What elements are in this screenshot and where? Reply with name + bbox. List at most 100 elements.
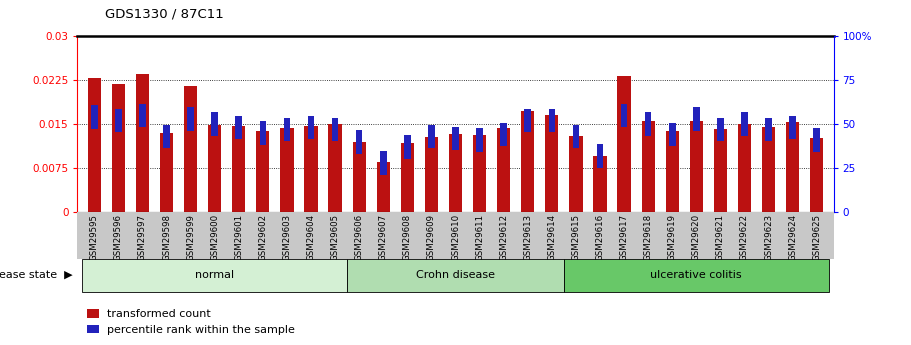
Bar bbox=[786, 122, 799, 212]
Text: disease state  ▶: disease state ▶ bbox=[0, 270, 73, 280]
Bar bbox=[112, 84, 125, 212]
Text: GSM29598: GSM29598 bbox=[162, 214, 171, 261]
Text: GSM29613: GSM29613 bbox=[523, 214, 532, 261]
Bar bbox=[428, 125, 435, 148]
Bar bbox=[139, 104, 146, 127]
Text: GSM29597: GSM29597 bbox=[138, 214, 147, 261]
Bar bbox=[690, 121, 703, 212]
Bar bbox=[738, 124, 751, 212]
Bar bbox=[717, 118, 723, 141]
Bar bbox=[597, 144, 603, 168]
Bar bbox=[404, 135, 411, 159]
Bar bbox=[353, 142, 366, 212]
Text: GSM29619: GSM29619 bbox=[668, 214, 677, 261]
Bar bbox=[115, 109, 122, 132]
Text: GSM29600: GSM29600 bbox=[210, 214, 220, 261]
Text: GSM29602: GSM29602 bbox=[259, 214, 267, 261]
Bar bbox=[401, 143, 414, 212]
Text: GSM29616: GSM29616 bbox=[596, 214, 605, 261]
Bar bbox=[789, 116, 796, 139]
Bar bbox=[669, 123, 676, 147]
Bar bbox=[376, 162, 390, 212]
Bar bbox=[260, 121, 266, 145]
Text: GSM29622: GSM29622 bbox=[740, 214, 749, 261]
Bar bbox=[564, 259, 829, 292]
Text: GDS1330 / 87C11: GDS1330 / 87C11 bbox=[105, 8, 223, 21]
Text: GSM29610: GSM29610 bbox=[451, 214, 460, 261]
Bar bbox=[742, 112, 748, 136]
Text: GSM29625: GSM29625 bbox=[813, 214, 821, 261]
Bar bbox=[332, 118, 338, 141]
Bar bbox=[256, 131, 270, 212]
Text: GSM29596: GSM29596 bbox=[114, 214, 123, 261]
Bar bbox=[235, 116, 242, 139]
Bar bbox=[500, 123, 507, 147]
Bar bbox=[452, 127, 459, 150]
Text: GSM29609: GSM29609 bbox=[427, 214, 436, 261]
Text: GSM29611: GSM29611 bbox=[475, 214, 484, 261]
Bar bbox=[283, 118, 291, 141]
Bar bbox=[136, 74, 149, 212]
Text: GSM29620: GSM29620 bbox=[691, 214, 701, 261]
Bar bbox=[521, 111, 535, 212]
Text: ulcerative colitis: ulcerative colitis bbox=[650, 270, 742, 280]
Bar bbox=[425, 137, 438, 212]
Bar bbox=[208, 125, 221, 212]
Bar bbox=[693, 107, 700, 131]
Bar bbox=[810, 138, 824, 212]
Bar bbox=[618, 76, 630, 212]
Text: GSM29601: GSM29601 bbox=[234, 214, 243, 261]
Text: GSM29604: GSM29604 bbox=[306, 214, 315, 261]
Bar bbox=[91, 106, 97, 129]
Text: GSM29599: GSM29599 bbox=[186, 214, 195, 261]
Bar bbox=[814, 128, 820, 152]
Bar bbox=[762, 127, 775, 212]
Bar bbox=[645, 112, 651, 136]
Bar bbox=[548, 109, 555, 132]
Bar bbox=[476, 128, 483, 152]
Legend: transformed count, percentile rank within the sample: transformed count, percentile rank withi… bbox=[83, 305, 300, 339]
Bar bbox=[449, 134, 462, 212]
Text: GSM29607: GSM29607 bbox=[379, 214, 388, 261]
Bar bbox=[188, 107, 194, 131]
Bar bbox=[573, 125, 579, 148]
Bar bbox=[525, 109, 531, 132]
Text: GSM29603: GSM29603 bbox=[282, 214, 292, 261]
Text: GSM29618: GSM29618 bbox=[644, 214, 652, 261]
Bar bbox=[641, 121, 655, 212]
Bar bbox=[304, 126, 318, 212]
Bar bbox=[160, 133, 173, 212]
Bar bbox=[232, 126, 245, 212]
Bar bbox=[308, 116, 314, 139]
Text: GSM29617: GSM29617 bbox=[619, 214, 629, 261]
Bar bbox=[593, 156, 607, 212]
Text: GSM29605: GSM29605 bbox=[331, 214, 340, 261]
Bar bbox=[569, 136, 582, 212]
Bar bbox=[329, 124, 342, 212]
Text: GSM29614: GSM29614 bbox=[548, 214, 557, 261]
Text: GSM29621: GSM29621 bbox=[716, 214, 725, 261]
Bar bbox=[281, 128, 293, 212]
Bar bbox=[184, 86, 198, 212]
Text: GSM29624: GSM29624 bbox=[788, 214, 797, 261]
Text: Crohn disease: Crohn disease bbox=[416, 270, 495, 280]
Bar bbox=[356, 130, 363, 154]
Text: GSM29623: GSM29623 bbox=[764, 214, 773, 261]
Bar bbox=[211, 112, 218, 136]
Text: normal: normal bbox=[195, 270, 234, 280]
Bar bbox=[347, 259, 564, 292]
Bar bbox=[713, 129, 727, 212]
Bar bbox=[380, 151, 386, 175]
Text: GSM29615: GSM29615 bbox=[571, 214, 580, 261]
Bar bbox=[666, 131, 679, 212]
Bar bbox=[545, 115, 558, 212]
Text: GSM29612: GSM29612 bbox=[499, 214, 508, 261]
Bar bbox=[620, 104, 628, 127]
Bar bbox=[473, 135, 486, 212]
Bar bbox=[765, 118, 772, 141]
Text: GSM29595: GSM29595 bbox=[90, 214, 98, 261]
Text: GSM29606: GSM29606 bbox=[354, 214, 363, 261]
Bar bbox=[497, 128, 510, 212]
Bar bbox=[163, 125, 169, 148]
Bar bbox=[87, 78, 101, 212]
